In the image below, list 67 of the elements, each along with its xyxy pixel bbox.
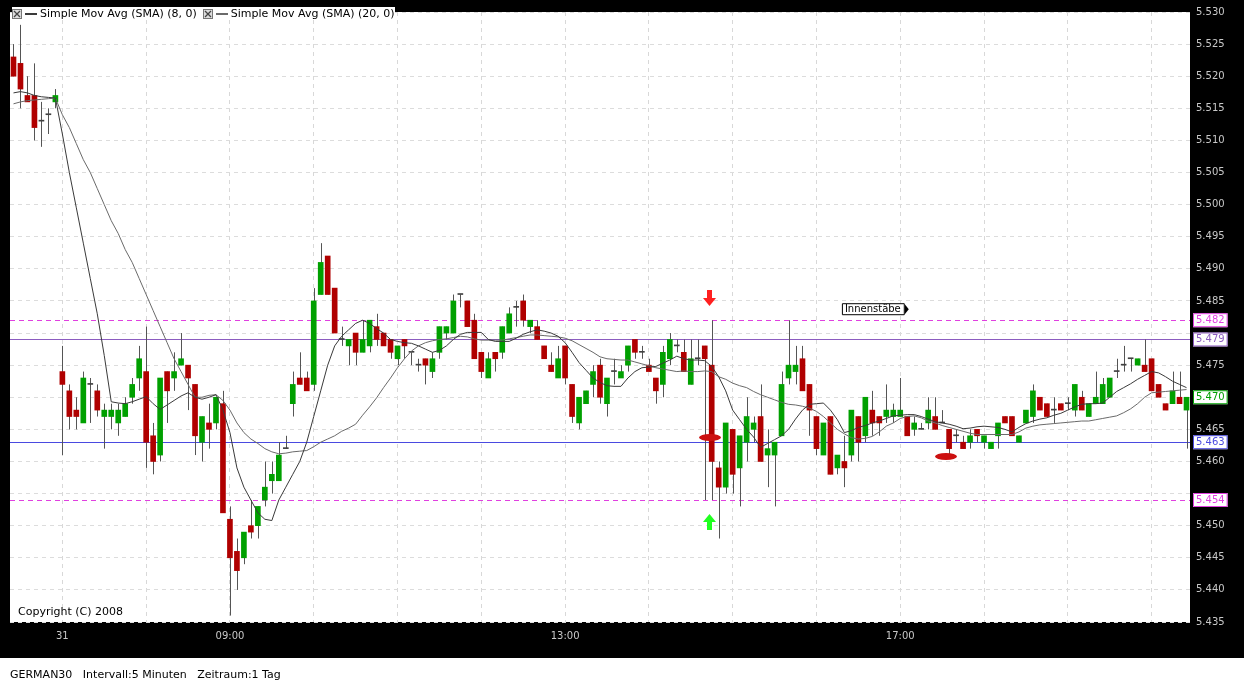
candlestick: [555, 345, 561, 379]
candlestick: [185, 364, 191, 411]
y-tick-label: 5.435: [1196, 615, 1225, 627]
x-tick-label: 13:00: [550, 629, 580, 641]
candlestick: [1113, 358, 1120, 379]
ref-line-label: 5.463: [1196, 435, 1225, 447]
candlestick: [248, 499, 254, 540]
y-tick-label: 5.450: [1196, 519, 1225, 531]
candlestick: [136, 345, 142, 392]
legend-label: Simple Mov Avg (SMA) (20, 0): [230, 7, 395, 20]
x-tick-label: 17:00: [885, 629, 915, 641]
ref-line-label: 5.482: [1196, 313, 1225, 325]
candlestick: [513, 300, 520, 328]
annotation: Copyright (C) 2008: [18, 605, 123, 619]
y-tick-label: 5.475: [1196, 358, 1225, 370]
legend-label: Simple Mov Avg (SMA) (8, 0): [40, 7, 197, 20]
x-tick-label: 09:00: [215, 629, 245, 641]
y-tick-label: 5.510: [1196, 134, 1225, 146]
candlestick: [289, 371, 296, 418]
y-tick-label: 5.525: [1196, 37, 1225, 49]
candlestick: [59, 345, 66, 456]
annotation: Innenstäbe: [844, 302, 901, 314]
candlestick: [632, 338, 638, 360]
y-tick-label: 5.490: [1196, 262, 1225, 274]
candlestick: [255, 505, 261, 540]
candlestick: [94, 383, 101, 418]
y-tick-label: 5.530: [1196, 5, 1225, 17]
x-tick-label: 31: [56, 629, 69, 641]
candlestick: [206, 403, 212, 450]
candlestick: [359, 319, 366, 353]
candlestick: [967, 428, 973, 450]
candlestick: [701, 345, 708, 501]
candlestick: [946, 428, 952, 456]
annotation: 5.470: [1196, 390, 1225, 402]
ref-line-label: 5.479: [1196, 333, 1225, 345]
y-tick-label: 5.520: [1196, 69, 1225, 81]
candlestick: [457, 293, 464, 308]
candlestick: [1127, 357, 1134, 373]
candlestick: [262, 460, 268, 507]
candlestick: [178, 332, 184, 366]
y-tick-label: 5.515: [1196, 101, 1225, 113]
candlestick: [429, 351, 436, 379]
candlestick: [45, 107, 52, 135]
y-tick-label: 5.505: [1196, 166, 1225, 178]
chart-title: GERMAN30 Intervall:5 Minuten Zeitraum:1 Tag: [10, 668, 281, 681]
candlestick: [520, 294, 527, 328]
y-tick-label: 5.495: [1196, 230, 1225, 242]
y-tick-label: 5.440: [1196, 583, 1225, 595]
candlestick: [611, 358, 617, 385]
candlestick: [590, 364, 596, 398]
y-tick-label: 5.460: [1196, 455, 1225, 467]
candlestick: [653, 377, 659, 405]
y-tick-label: 5.465: [1196, 422, 1225, 434]
candlestick: [164, 371, 170, 424]
candlestick: [492, 351, 499, 373]
candlestick: [129, 377, 136, 405]
y-tick-label: 5.445: [1196, 551, 1225, 563]
candlestick: [171, 351, 177, 392]
candlestick: [715, 460, 722, 540]
candlestick: [548, 351, 554, 373]
candlestick: [87, 377, 94, 424]
candlestick: [694, 338, 701, 366]
y-tick-label: 5.500: [1196, 198, 1225, 210]
y-tick-label: 5.485: [1196, 294, 1225, 306]
candlestick: [485, 351, 492, 379]
ref-line-label: 5.454: [1196, 493, 1225, 505]
candlestick: [911, 416, 918, 437]
